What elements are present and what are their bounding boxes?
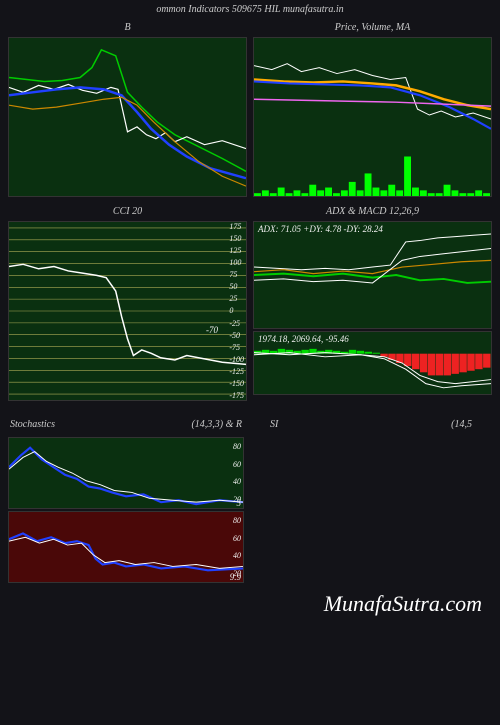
rsi-label-si: SI [270, 419, 278, 437]
panel-b: B [8, 19, 247, 197]
panel-price-title: Price, Volume, MA [253, 19, 492, 37]
panel-adx-macd: ADX & MACD 12,26,9 ADX: 71.05 +DY: 4.78 … [253, 203, 492, 401]
page-title: ommon Indicators 509675 HIL munafasutra.… [0, 0, 500, 19]
watermark: MunafaSutra.com [324, 591, 482, 617]
panel-cci: CCI 20 1751501251007550250-25-50-75-100-… [8, 203, 247, 401]
rsi-label-right: (14,5 [451, 419, 472, 437]
panel-rsi-placeholder: SI (14,5 [250, 419, 492, 583]
stoch-label-left: Stochastics [10, 419, 55, 437]
panel-adx-title: ADX & MACD 12,26,9 [253, 203, 492, 221]
plot-cci: 1751501251007550250-25-50-75-100-125-150… [8, 221, 247, 401]
panel-rsi-title: SI (14,5 [250, 419, 492, 437]
plot-b [8, 37, 247, 197]
plot-stoch-bot: 806040209.9 [8, 511, 244, 583]
row-1: B Price, Volume, MA [0, 19, 500, 197]
stoch-label-mid: (14,3,3) & R [191, 419, 242, 437]
plot-price [253, 37, 492, 197]
row-2: CCI 20 1751501251007550250-25-50-75-100-… [0, 203, 500, 401]
row-3: Stochastics (14,3,3) & R 806040205 80604… [0, 419, 500, 583]
plot-adx: ADX: 71.05 +DY: 4.78 -DY: 28.24 [253, 221, 492, 329]
panel-stoch: Stochastics (14,3,3) & R 806040205 80604… [8, 419, 244, 583]
panel-b-title: B [8, 19, 247, 37]
plot-stoch-top: 806040205 [8, 437, 244, 509]
panel-price: Price, Volume, MA [253, 19, 492, 197]
plot-macd: 1974.18, 2069.64, -95.46 [253, 331, 492, 395]
panel-stoch-title: Stochastics (14,3,3) & R [8, 419, 244, 437]
panel-cci-title: CCI 20 [8, 203, 247, 221]
